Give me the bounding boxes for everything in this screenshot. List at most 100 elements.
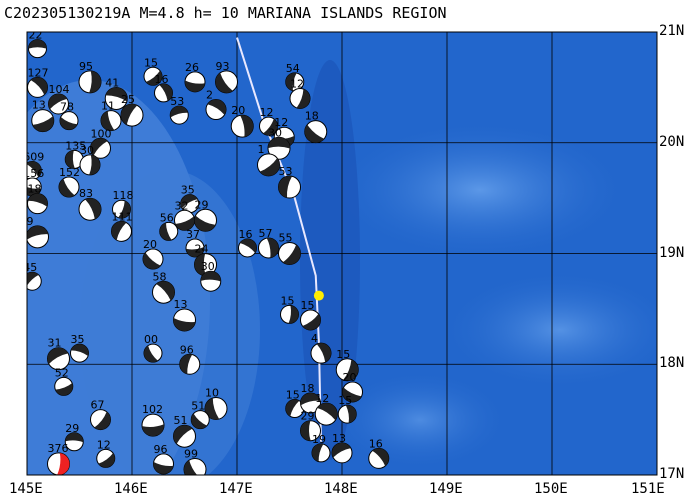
focal-mechanism-beachball: 10 — [204, 387, 228, 421]
focal-mechanism-beachball: 29 — [194, 198, 217, 232]
event-label: 16 — [155, 73, 169, 86]
focal-mechanism-beachball: 12 — [96, 438, 116, 468]
event-label: 78 — [60, 101, 74, 114]
focal-mechanism-beachball: 9 — [27, 215, 49, 249]
event-label: 83 — [79, 187, 93, 200]
focal-mechanism-beachball: 376 — [47, 442, 70, 475]
focal-mechanism-beachball: 19 — [311, 433, 331, 463]
event-label: 1 — [258, 143, 265, 156]
focal-mechanism-beachball: 15 — [335, 348, 359, 382]
event-label: 24 — [195, 243, 209, 256]
focal-mechanism-beachball: 30 — [200, 260, 222, 292]
event-label: 29 — [65, 422, 79, 435]
focal-mechanism-beachball: 51 — [190, 400, 210, 430]
event-label: 35 — [181, 184, 195, 197]
focal-mechanism-beachball: 55 — [278, 232, 301, 265]
event-label: 20 — [343, 371, 357, 384]
focal-mechanism-beachball: 11 — [100, 100, 122, 132]
focal-mechanism-beachball: 83 — [78, 187, 102, 221]
event-label: 31 — [48, 337, 62, 350]
epicenter-marker — [313, 290, 324, 301]
focal-mechanism-beachball: 15 — [300, 299, 321, 331]
focal-mechanism-beachball: 29 — [300, 410, 321, 442]
event-label: 96 — [154, 443, 168, 456]
event-label: 12 — [97, 438, 111, 451]
event-label: 13 — [174, 298, 188, 311]
event-label: 15 — [336, 348, 350, 361]
focal-mechanism-beachball: 104 — [48, 83, 70, 115]
event-label: 30 — [80, 144, 94, 157]
event-label: 30 — [268, 126, 282, 139]
event-label: 37 — [186, 228, 200, 241]
focal-mechanism-beachball: 35 — [70, 333, 89, 363]
focal-mechanism-beachball: 12 — [314, 392, 338, 426]
event-label: 15 — [301, 299, 315, 312]
event-label: 118 — [113, 189, 134, 202]
latitude-label: 17N — [659, 466, 685, 482]
focal-mechanism-beachball: 111 — [111, 210, 133, 242]
longitude-label: 146E — [114, 481, 148, 497]
focal-mechanism-beachball: 18 — [300, 382, 321, 414]
event-label: 13 — [332, 432, 346, 445]
event-label: 35 — [71, 333, 85, 346]
event-label: 30 — [201, 260, 215, 273]
focal-mechanism-beachball: 96 — [179, 343, 201, 375]
event-label: 45 — [23, 261, 37, 274]
event-label: 18 — [301, 382, 315, 395]
event-label: 93 — [216, 60, 230, 73]
focal-mechanism-beachball: 4 — [310, 332, 332, 364]
event-label: 609 — [23, 150, 44, 163]
focal-mechanism-beachball: 78 — [59, 101, 79, 131]
event-label: 100 — [91, 127, 112, 140]
event-label: 12 — [290, 77, 304, 90]
focal-mechanism-beachball: 22 — [28, 32, 47, 59]
event-label: 52 — [55, 366, 69, 379]
event-label: 104 — [49, 83, 70, 96]
focal-mechanism-beachball: 13 — [31, 99, 55, 133]
event-label: 95 — [79, 60, 93, 73]
event-label: 19 — [312, 433, 326, 446]
focal-mechanism-beachball: 15 — [285, 389, 305, 419]
focal-mechanism-beachball: 18 — [304, 110, 328, 144]
event-label: 32 — [175, 199, 189, 212]
event-label: 102 — [142, 403, 163, 416]
longitude-label: 147E — [219, 481, 253, 497]
focal-mechanism-beachball: 20 — [142, 238, 164, 270]
longitude-label: 151E — [631, 481, 665, 497]
event-label: 13 — [32, 99, 46, 112]
focal-mechanism-beachball: 99 — [183, 447, 207, 475]
event-label: 96 — [180, 343, 194, 356]
longitude-label: 148E — [324, 481, 358, 497]
event-label: 376 — [48, 442, 69, 455]
focal-mechanism-beachball: 41 — [104, 76, 128, 110]
event-label: 16 — [239, 228, 253, 241]
focal-mechanism-beachball: 24 — [194, 243, 217, 277]
focal-mechanism-beachball: 13 — [173, 298, 196, 332]
focal-mechanism-beachball: 57 — [258, 227, 279, 259]
event-label: 51 — [191, 400, 205, 413]
focal-mechanism-beachball: 30 — [79, 144, 101, 176]
longitude-label: 150E — [534, 481, 568, 497]
event-label: 15 — [338, 394, 352, 407]
focal-mechanism-beachball: 12 — [289, 77, 311, 109]
event-label: 53 — [279, 165, 293, 178]
latitude-label: 20N — [659, 133, 685, 150]
event-label: 15 — [281, 294, 295, 307]
focal-mechanism-beachball: 15 — [280, 294, 299, 324]
event-label: 29 — [301, 410, 315, 423]
event-label: 41 — [105, 76, 119, 89]
event-label: 00 — [144, 333, 158, 346]
focal-mechanism-beachball: 2 — [205, 89, 227, 121]
map-title: C202305130219A M=4.8 h= 10 MARIANA ISLAN… — [4, 4, 447, 22]
event-label: 53 — [170, 95, 184, 108]
focal-mechanism-beachball: 26 — [184, 61, 206, 93]
event-label: 12 — [315, 392, 329, 405]
event-label: 10 — [205, 387, 219, 400]
focal-mechanism-beachball: 53 — [169, 95, 189, 125]
focal-mechanism-beachball: 58 — [152, 270, 175, 304]
map-frame — [26, 31, 658, 476]
event-label: 55 — [279, 232, 293, 245]
latitude-label: 18N — [659, 355, 685, 372]
